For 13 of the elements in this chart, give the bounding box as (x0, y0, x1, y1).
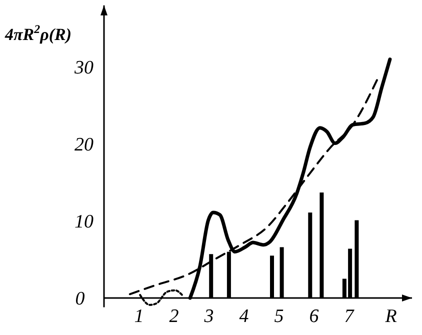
x-tick-label: 5 (274, 306, 284, 327)
x-tick-label: 6 (309, 306, 320, 327)
x-axis-title: R (384, 306, 398, 327)
y-axis-title: 4πR$^{2}$ρ(R) (4, 22, 72, 44)
y-tick-label: 20 (74, 134, 94, 156)
y-tick-label: 10 (74, 212, 94, 233)
x-tick-label: 3 (203, 306, 214, 327)
x-tick-label: 7 (344, 306, 356, 327)
x-tick-label: 1 (134, 306, 144, 327)
y-tick-label: 0 (75, 288, 86, 310)
x-tick-label: 4 (239, 306, 250, 327)
x-tick-label: 2 (169, 306, 180, 327)
y-tick-label: 30 (74, 58, 94, 79)
